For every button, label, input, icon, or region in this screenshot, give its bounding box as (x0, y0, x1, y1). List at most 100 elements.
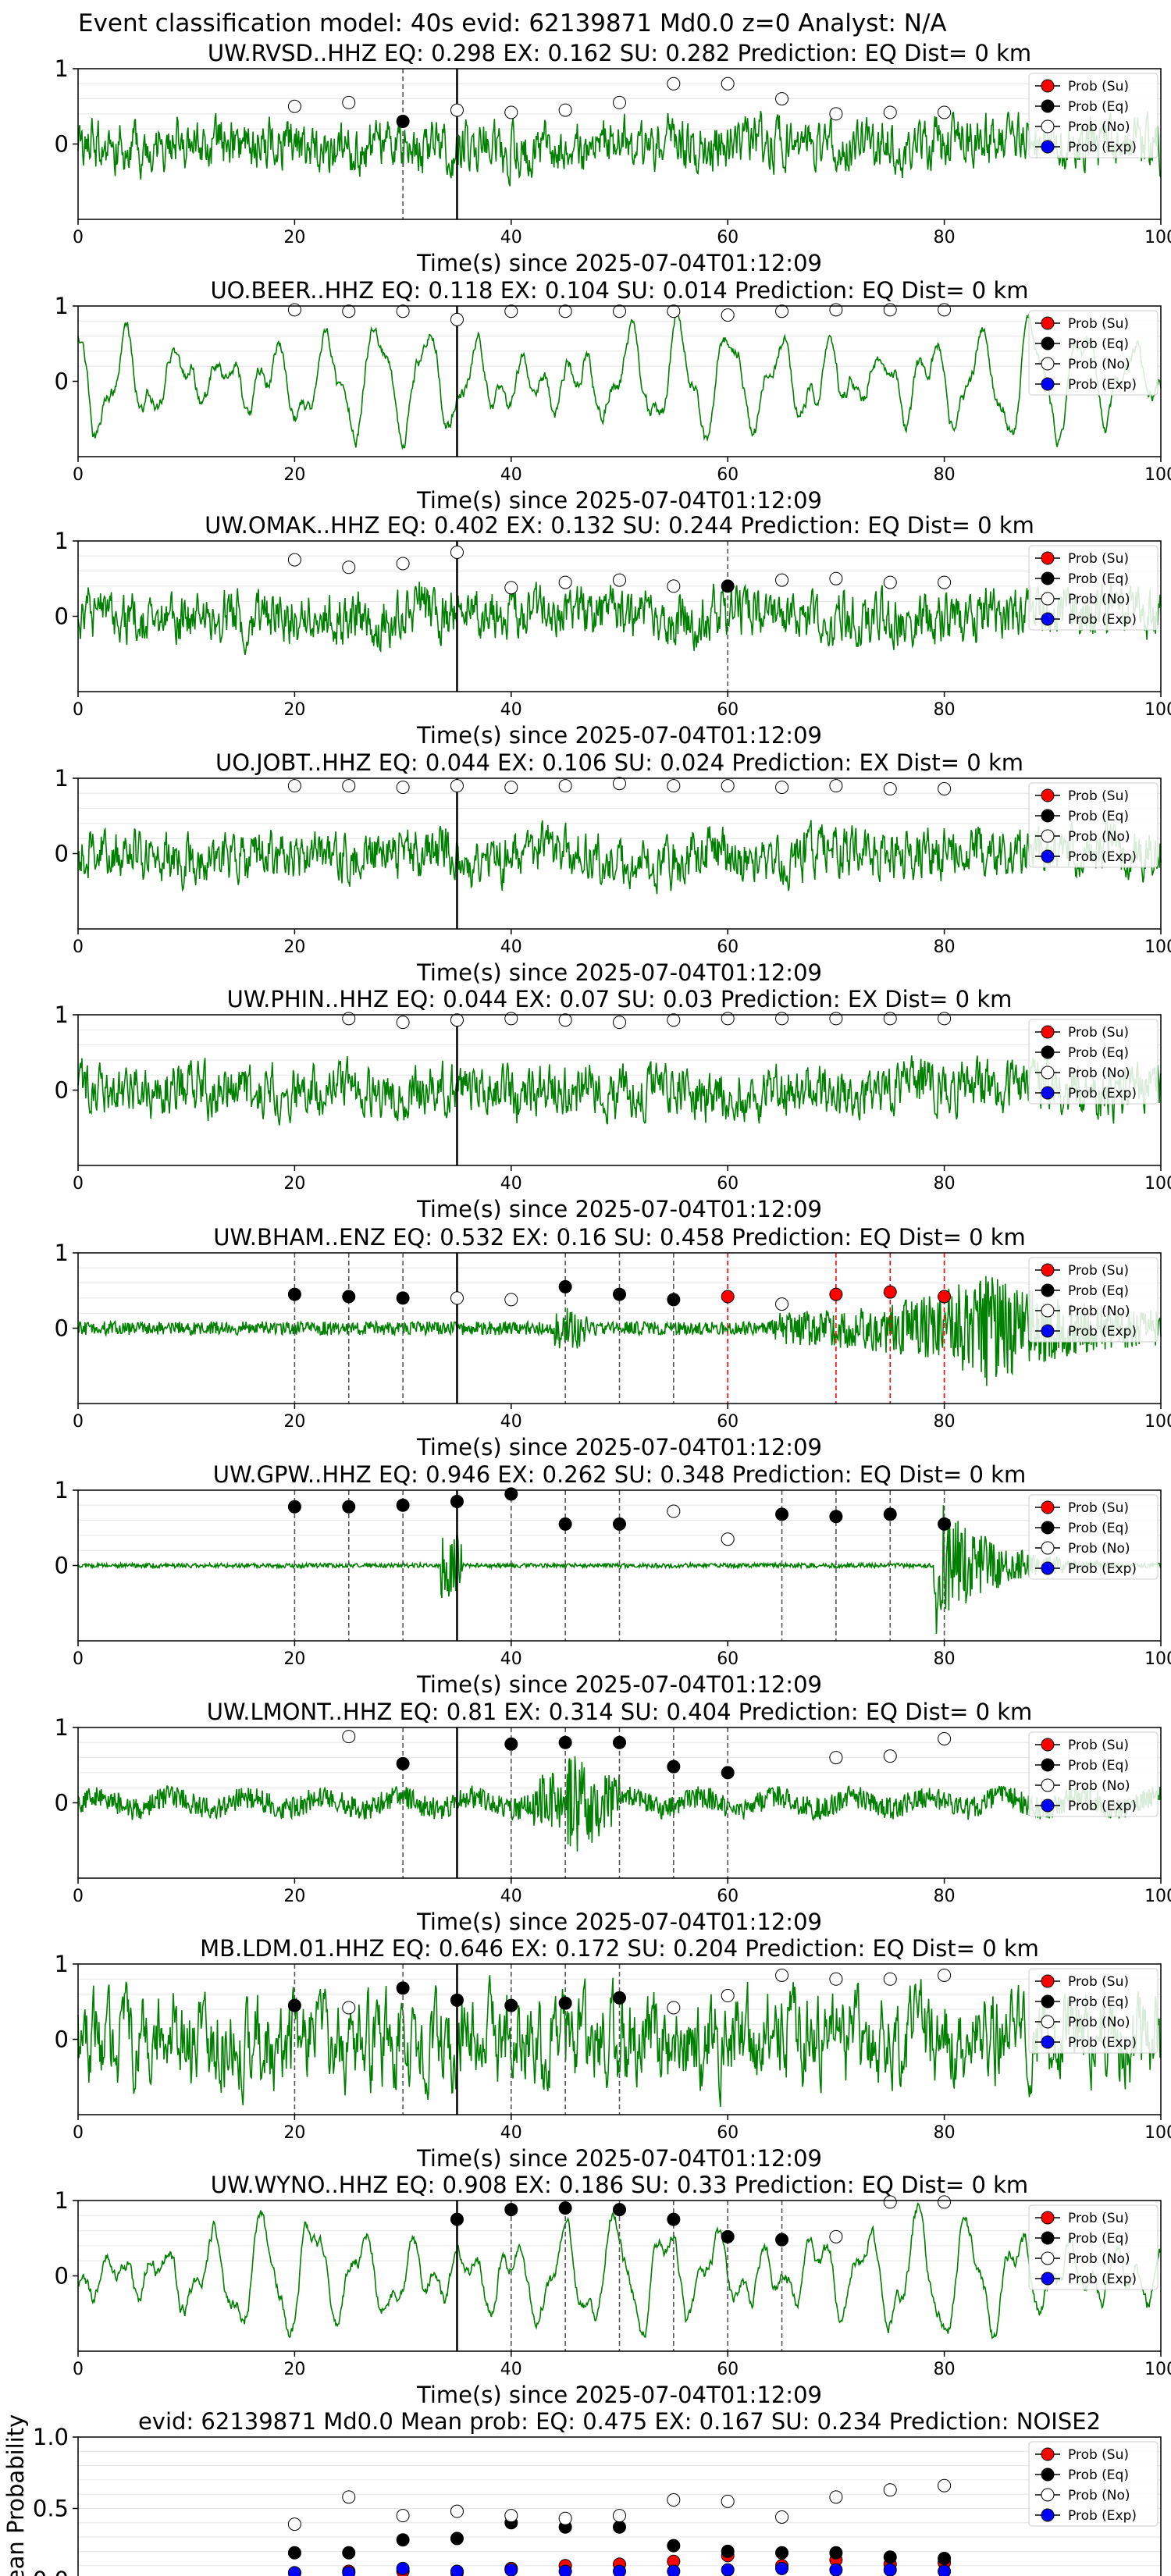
x-tick-label: 100 (1144, 1887, 1171, 1906)
prob-marker-no (504, 1293, 518, 1307)
x-tick-label: 40 (500, 1412, 522, 1432)
legend-label: Prob (Eq) (1068, 809, 1129, 824)
prob-marker-no (938, 575, 952, 589)
panel-7: UW.LMONT..HHZ EQ: 0.81 EX: 0.314 SU: 0.4… (55, 1699, 1171, 1935)
prob-marker-no (287, 553, 301, 567)
y-tick-label: 0 (55, 1553, 69, 1579)
prob-marker-eq (721, 579, 735, 593)
legend-label: Prob (No) (1068, 357, 1130, 372)
prob-marker-no (721, 1989, 735, 2003)
prob-marker-no (558, 304, 572, 318)
legend-label: Prob (Su) (1068, 1263, 1129, 1279)
legend-label: Prob (Exp) (1068, 1324, 1137, 1340)
prob-marker-eq (396, 1498, 410, 1512)
x-tick-label: 80 (934, 2360, 956, 2379)
prob-marker-no (342, 1012, 356, 1026)
y-tick-label: 0 (55, 1790, 69, 1816)
mean-prob-marker-no (558, 2511, 572, 2525)
prob-marker-no (613, 95, 626, 109)
prob-marker-eq (558, 1996, 572, 2010)
prob-marker-eq (558, 1279, 572, 1293)
x-tick-label: 80 (934, 1887, 956, 1906)
prob-marker-no (883, 2195, 897, 2209)
y-tick-label: 0 (55, 841, 69, 867)
x-tick-label: 100 (1144, 700, 1171, 720)
prob-marker-no (721, 1012, 735, 1026)
legend-label: Prob (Exp) (1068, 2272, 1137, 2287)
y-tick-label: 1 (55, 2187, 69, 2214)
x-tick-label: 40 (500, 700, 522, 720)
x-tick-label: 20 (283, 2123, 305, 2143)
x-tick-label: 20 (283, 1887, 305, 1906)
prob-marker-eq (558, 2201, 572, 2215)
waveform-trace (77, 1975, 1162, 2108)
x-tick-label: 40 (500, 1649, 522, 1669)
panel-title: UW.BHAM..ENZ EQ: 0.532 EX: 0.16 SU: 0.45… (213, 1224, 1026, 1251)
axes-frame (77, 1489, 1162, 1642)
legend-marker-exp (1041, 1561, 1055, 1575)
x-tick-label: 0 (73, 228, 84, 247)
prob-marker-no (613, 777, 626, 791)
mean-prob-marker-eq (342, 2546, 356, 2560)
x-tick-label: 60 (717, 1412, 739, 1432)
legend-marker-exp (1041, 377, 1055, 391)
legend-marker-su (1041, 551, 1055, 565)
prob-marker-eq (287, 1500, 301, 1514)
prob-marker-no (558, 779, 572, 793)
legend-marker-eq (1041, 1758, 1055, 1772)
mean-prob-marker-no (938, 2478, 952, 2492)
prob-marker-no (504, 1012, 518, 1026)
prob-marker-no (667, 1504, 681, 1518)
legend-label: Prob (Exp) (1068, 1799, 1137, 1814)
prob-marker-no (558, 575, 572, 589)
x-tick-label: 20 (283, 1412, 305, 1432)
x-tick-label: 20 (283, 2360, 305, 2379)
x-axis-label: Time(s) since 2025-07-04T01:12:09 (416, 487, 822, 514)
x-tick-label: 0 (73, 700, 84, 720)
x-tick-label: 60 (717, 700, 739, 720)
prob-marker-eq (504, 1487, 518, 1501)
y-tick-label: 0 (55, 2026, 69, 2053)
prob-marker-no (883, 303, 897, 317)
legend-label: Prob (Exp) (1068, 2508, 1137, 2524)
legend-label: Prob (No) (1068, 2015, 1130, 2030)
x-tick-label: 0 (73, 1174, 84, 1194)
panel-9: UW.WYNO..HHZ EQ: 0.908 EX: 0.186 SU: 0.3… (55, 2172, 1171, 2408)
legend-marker-su (1041, 1025, 1055, 1039)
prob-marker-eq (938, 1517, 952, 1531)
prob-marker-no (775, 92, 789, 106)
mean-prob-marker-exp (504, 2563, 518, 2576)
legend-box (1028, 73, 1159, 158)
legend-marker-eq (1041, 2231, 1055, 2245)
x-tick-label: 80 (934, 700, 956, 720)
prob-marker-eq (504, 1737, 518, 1751)
legend-label: Prob (Su) (1068, 1974, 1129, 1990)
legend-marker-su (1041, 1263, 1055, 1277)
mean-prob-marker-exp (667, 2564, 681, 2576)
prob-marker-no (450, 312, 464, 326)
prob-marker-no (342, 95, 356, 109)
prob-marker-no (775, 781, 789, 795)
legend-box (1028, 1731, 1159, 1817)
legend-marker-su (1041, 1500, 1055, 1514)
panels: UW.RVSD..HHZ EQ: 0.298 EX: 0.162 SU: 0.2… (2, 40, 1171, 2576)
legend-label: Prob (Su) (1068, 2211, 1129, 2226)
prob-marker-no (883, 575, 897, 589)
x-tick-label: 80 (934, 1412, 956, 1432)
prob-marker-no (667, 304, 681, 318)
legend-marker-su (1041, 788, 1055, 802)
mean-prob-marker-eq (667, 2539, 681, 2553)
legend-marker-eq (1041, 2467, 1055, 2482)
legend-marker-no (1041, 1541, 1055, 1555)
legend-label: Prob (No) (1068, 2251, 1130, 2267)
axes-frame (77, 2436, 1162, 2576)
legend-label: Prob (No) (1068, 1304, 1130, 1319)
y-tick-label: 1 (55, 1002, 69, 1028)
legend-label: Prob (Eq) (1068, 571, 1129, 587)
mean-prob-marker-no (667, 2493, 681, 2507)
legend-marker-eq (1041, 1283, 1055, 1297)
prob-marker-no (829, 779, 843, 793)
legend-marker-su (1041, 316, 1055, 330)
prob-marker-no (450, 103, 464, 117)
prob-marker-eq (396, 1981, 410, 1995)
